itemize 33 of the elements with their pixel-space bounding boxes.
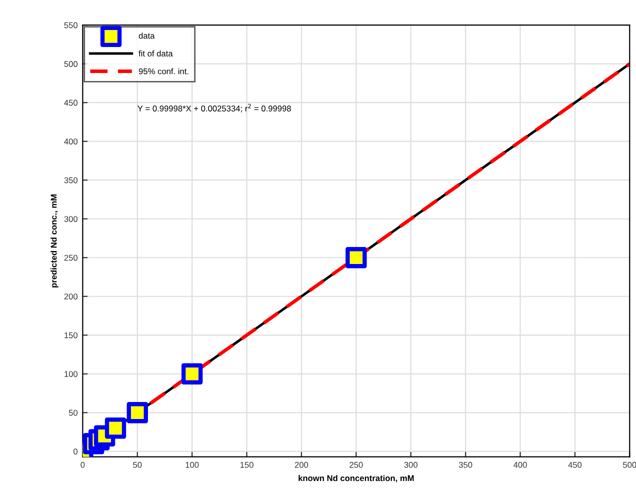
x-tick-label: 0	[80, 462, 85, 468]
y-tick-label: 100	[64, 371, 78, 377]
annotation: Y = 0.99998*X + 0.0025334; r$^{2}$ = 0.99998	[138, 104, 291, 112]
y-tick-label: 200	[64, 294, 78, 300]
x-tick-label: 250	[350, 462, 363, 468]
x-tick-label: 100	[186, 462, 199, 468]
x-axis-title: known Nd concentration, mM	[298, 475, 414, 482]
y-tick-label: 400	[64, 138, 78, 144]
y-tick-label: 350	[64, 177, 78, 184]
legend-label: data	[138, 32, 155, 39]
y-tick-label: 50	[68, 410, 78, 416]
y-tick-label: 250	[64, 254, 78, 261]
y-axis-title: predicted Nd conc., mM	[50, 194, 58, 288]
y-tick-label: 550	[64, 22, 78, 28]
y-tick-label: 300	[64, 216, 78, 222]
x-tick-label: 400	[513, 462, 527, 468]
y-tick-label: 0	[74, 448, 78, 454]
x-tick-label: 450	[568, 462, 582, 468]
y-tick-label: 450	[64, 100, 78, 106]
point	[346, 247, 367, 268]
x-tick-label: 50	[133, 462, 142, 468]
point	[104, 418, 126, 439]
x-tick-label: 200	[294, 462, 308, 468]
x-tick-label: 150	[240, 462, 254, 468]
x-tick-label: 350	[458, 462, 472, 468]
x-tick-label: 500	[623, 462, 636, 468]
point	[181, 363, 203, 384]
y-tick-label: 500	[64, 61, 78, 67]
y-tick-label: 150	[64, 332, 78, 338]
legend-label: fit of data	[138, 50, 173, 56]
legend-label: 95% conf. int.	[138, 68, 188, 74]
x-tick-label: 300	[404, 462, 418, 468]
point	[126, 402, 148, 424]
